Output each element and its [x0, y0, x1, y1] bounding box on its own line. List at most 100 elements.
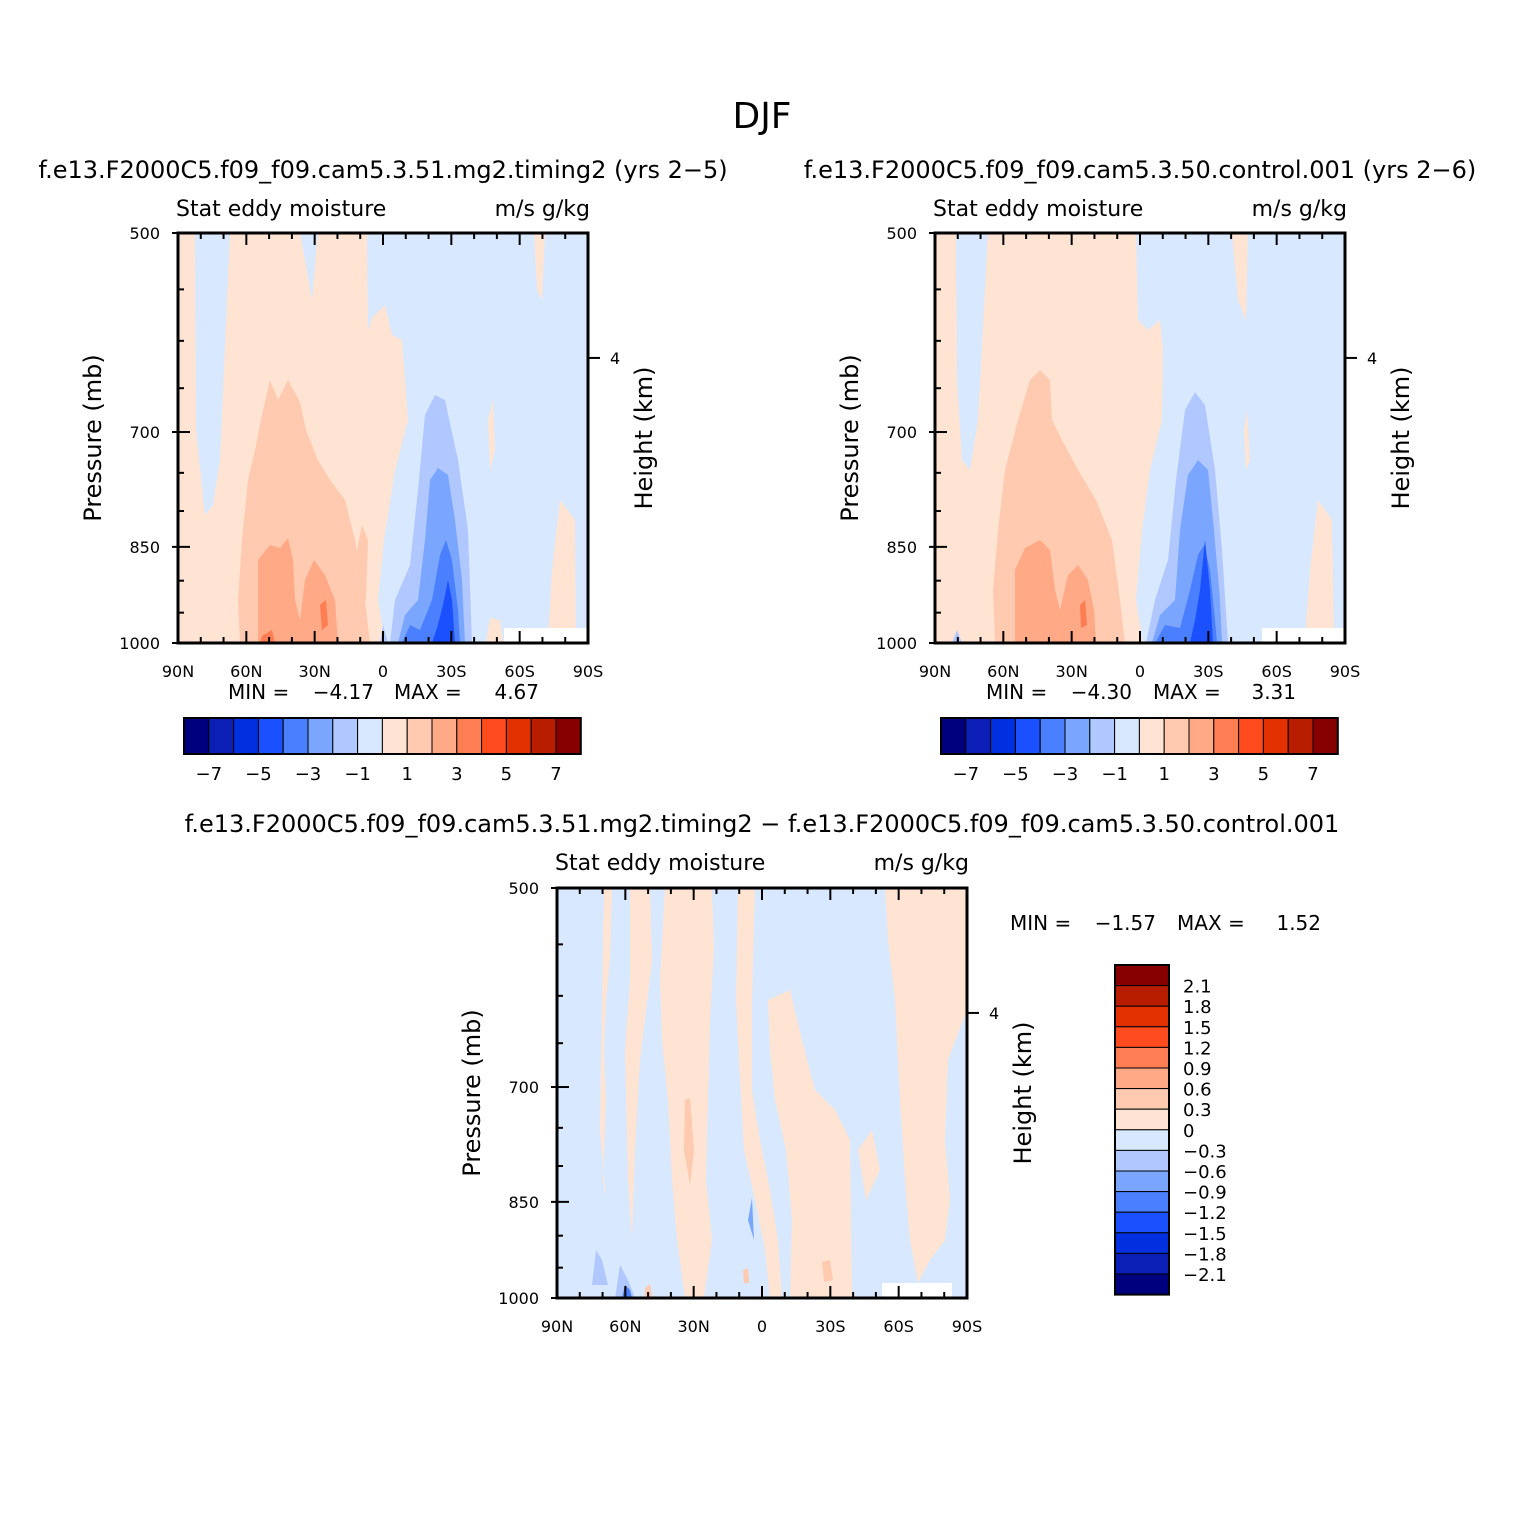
colorbar-label: −1.5: [1183, 1224, 1227, 1245]
min-value: −1.57: [1095, 911, 1156, 935]
x-tick-label: 90N: [541, 1317, 573, 1336]
y-right-axis-label: Height (km): [1009, 1022, 1037, 1165]
x-tick-label: 30S: [436, 662, 467, 681]
colorbar-label: 0.9: [1183, 1059, 1212, 1080]
colorbar-swatch: [1287, 717, 1314, 755]
colorbar-swatch: [1138, 717, 1165, 755]
colorbar-swatch: [406, 717, 433, 755]
min-label: MIN =: [986, 680, 1047, 704]
y-right-tick-label: 4: [610, 349, 620, 368]
contour-pos-sh: [1232, 233, 1248, 320]
colorbar-swatch: [1114, 985, 1170, 1007]
colorbar-swatch: [233, 717, 259, 755]
colorbar-swatch: [1114, 1005, 1170, 1028]
y-right-tick-label: 4: [989, 1004, 999, 1023]
colorbar-label: −3: [1052, 764, 1079, 785]
x-tick-label: 60S: [883, 1317, 914, 1336]
y-axis: 500 700 850 1000 4: [876, 224, 1377, 653]
contour-pos-a: [600, 888, 612, 1200]
panel-diff: f.e13.F2000C5.f09_f09.cam5.3.51.mg2.timi…: [185, 810, 1340, 1336]
colorbar-label: −1: [344, 764, 371, 785]
x-tick-label: 30N: [299, 662, 331, 681]
colorbar-swatch: [555, 717, 582, 755]
contour-pos-c: [660, 888, 714, 1298]
missing-data-region: [882, 1283, 952, 1298]
colorbar-label: 1.2: [1183, 1038, 1212, 1059]
colorbar-swatch: [381, 717, 408, 755]
max-label: MAX =: [1153, 680, 1221, 704]
y-axis: 500 700 850 1000 4: [119, 224, 620, 653]
panel-control: f.e13.F2000C5.f09_f09.cam5.3.50.control.…: [804, 156, 1477, 785]
colorbar-label: −5: [1002, 764, 1029, 785]
x-tick-label: 90N: [919, 662, 951, 681]
contour-pos-0-6b: [355, 525, 368, 610]
contour-pos-d: [736, 888, 782, 1298]
figure-title: DJF: [732, 96, 791, 137]
y-right-tick-label: 4: [1367, 349, 1377, 368]
panel-units: m/s g/kg: [874, 851, 969, 876]
colorbar-swatch: [1114, 1149, 1170, 1172]
colorbar-swatch: [1114, 1191, 1170, 1213]
x-tick-label: 90S: [952, 1317, 983, 1336]
panel-timing2: f.e13.F2000C5.f09_f09.cam5.3.51.mg2.timi…: [38, 156, 727, 785]
y-tick-label: 1000: [498, 1289, 539, 1308]
colorbar-label: −1: [1101, 764, 1128, 785]
y-axis-label: Pressure (mb): [79, 354, 107, 521]
colorbar-label: −7: [196, 764, 223, 785]
contour-neg-2-4: [1190, 540, 1213, 643]
y-axis: 500 700 850 1000 4: [498, 879, 999, 1308]
min-label: MIN =: [1010, 911, 1071, 935]
x-axis: 90N 60N 30N 0 30S 60S 90S: [541, 888, 982, 1336]
contour-pos-sh2: [488, 400, 495, 470]
contour-pos-sh: [534, 233, 545, 300]
colorbar-swatch: [1213, 717, 1240, 755]
contour-pos-f: [858, 1130, 880, 1200]
x-tick-label: 60N: [987, 662, 1019, 681]
colorbar-horizontal: −7 −5 −3 −1 1 3 5 7: [940, 717, 1339, 785]
y-tick-label: 700: [508, 1078, 539, 1097]
contour-pos-3b: [260, 630, 275, 643]
colorbar-label: 2.1: [1183, 977, 1212, 998]
missing-data-region: [1262, 628, 1345, 643]
min-value: −4.30: [1071, 680, 1132, 704]
contour-neg-0-6: [748, 1198, 754, 1240]
panel-case-title: f.e13.F2000C5.f09_f09.cam5.3.50.control.…: [804, 156, 1477, 184]
contour-pos-3: [1080, 600, 1087, 628]
y-tick-label: 700: [129, 423, 160, 442]
colorbar-label: 3: [451, 764, 462, 785]
contour-field: [935, 233, 1345, 643]
x-axis: 90N 60N 30N 0 30S 60S 90S: [162, 233, 603, 681]
y-tick-label: 500: [508, 879, 539, 898]
colorbar-swatch: [257, 717, 284, 755]
colorbar-frame: [940, 717, 1339, 755]
colorbar-swatch: [332, 717, 359, 755]
colorbar-label: 1: [1158, 764, 1169, 785]
colorbar-swatch: [1114, 1252, 1170, 1275]
panel-var-name: Stat eddy moisture: [176, 197, 386, 222]
y-right-axis-label: Height (km): [1387, 367, 1415, 510]
contour-pos-e: [768, 990, 852, 1298]
colorbar-swatch: [357, 717, 383, 755]
colorbar-swatch: [1312, 717, 1339, 755]
y-tick-label: 850: [886, 538, 917, 557]
missing-data-region: [504, 628, 588, 643]
contour-pos-3: [320, 600, 328, 630]
colorbar-swatch: [1089, 717, 1116, 755]
contour-neg-polar: [580, 345, 588, 628]
colorbar-swatch: [1039, 717, 1066, 755]
y-tick-label: 1000: [876, 634, 917, 653]
colorbar-swatch: [1114, 1232, 1170, 1254]
colorbar-swatch: [481, 717, 507, 755]
x-tick-label: 60N: [230, 662, 262, 681]
panel-var-name: Stat eddy moisture: [555, 851, 765, 876]
colorbar-label: −0.9: [1183, 1183, 1227, 1204]
colorbar-swatch: [1114, 1046, 1170, 1069]
colorbar-frame: [183, 717, 582, 755]
contour-neg-2-4: [432, 580, 455, 643]
colorbar-swatch: [1114, 1108, 1170, 1131]
colorbar-swatch: [431, 717, 458, 755]
contour-pos-0-3: [684, 1098, 694, 1185]
colorbar-label: 1.5: [1183, 1018, 1212, 1039]
